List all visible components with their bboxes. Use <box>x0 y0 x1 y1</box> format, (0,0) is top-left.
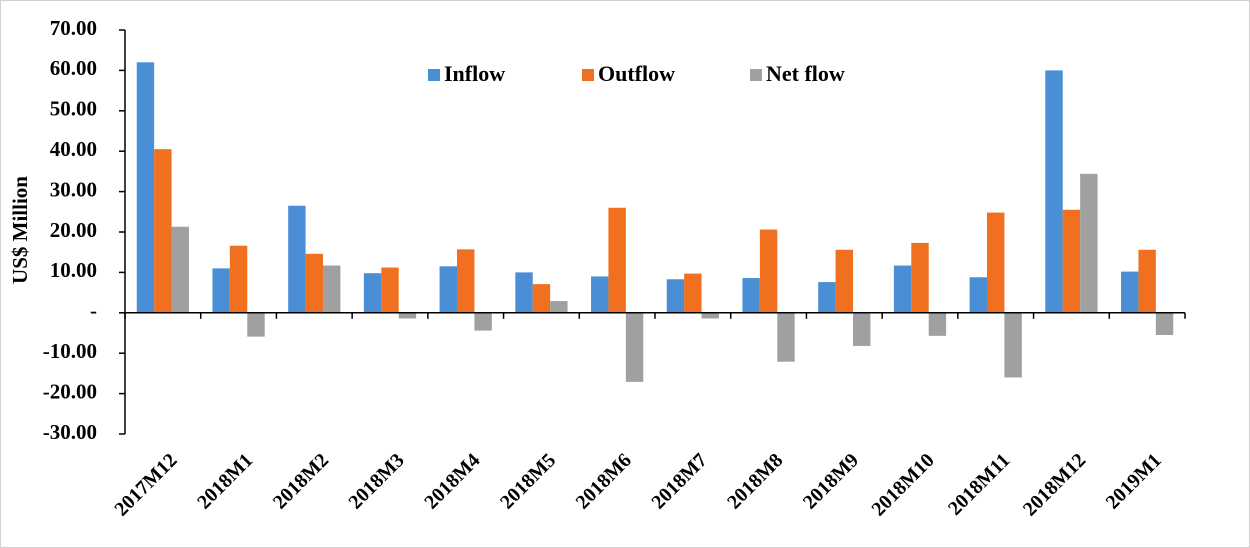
bar <box>759 229 778 313</box>
bar <box>591 276 609 313</box>
bar <box>229 245 248 313</box>
y-tick-label: 50.00 <box>50 97 97 121</box>
y-axis-label: US$ Million <box>8 176 32 284</box>
legend-label: Net flow <box>766 61 845 86</box>
bar <box>1004 312 1022 378</box>
y-tick-label: - <box>90 299 97 323</box>
bar <box>1045 70 1063 313</box>
bar <box>1121 271 1139 313</box>
y-tick-label: 60.00 <box>50 56 97 80</box>
bar <box>288 205 306 313</box>
y-tick-label: -30.00 <box>43 420 97 444</box>
bar <box>322 265 341 313</box>
bar <box>439 266 458 313</box>
bar <box>550 301 568 313</box>
bar <box>247 312 265 337</box>
bar <box>701 312 719 319</box>
bar <box>381 267 399 313</box>
bar <box>818 282 836 313</box>
bar <box>777 312 795 362</box>
bar <box>835 249 853 313</box>
bar <box>625 312 644 382</box>
legend-label: Inflow <box>444 61 505 86</box>
bar <box>852 312 871 346</box>
bar <box>742 278 760 313</box>
legend-swatch <box>428 69 440 81</box>
y-tick-label: 10.00 <box>50 258 97 282</box>
y-tick-label: 40.00 <box>50 137 97 161</box>
bar <box>474 312 492 331</box>
bar <box>154 149 172 313</box>
bar <box>911 242 929 313</box>
bar <box>666 279 685 313</box>
bar <box>136 62 155 313</box>
y-tick-label: 70.00 <box>50 16 97 40</box>
bar <box>684 273 702 313</box>
bar <box>1062 209 1081 313</box>
bar <box>1080 173 1098 313</box>
y-tick-label: -10.00 <box>43 339 97 363</box>
bar <box>532 284 551 313</box>
bar <box>608 207 626 313</box>
y-tick-label: 20.00 <box>50 218 97 242</box>
bar <box>171 226 189 313</box>
legend-swatch <box>750 69 762 81</box>
bar <box>212 268 230 313</box>
bar <box>969 277 988 313</box>
bar <box>928 312 947 336</box>
bar <box>1138 249 1156 313</box>
legend-swatch <box>582 69 594 81</box>
bar <box>987 212 1005 313</box>
bar <box>515 272 533 313</box>
bar <box>893 265 912 313</box>
legend-label: Outflow <box>598 61 675 86</box>
bar <box>457 249 475 313</box>
bar <box>398 312 417 319</box>
bar <box>363 273 382 313</box>
y-tick-label: -20.00 <box>43 379 97 403</box>
bar <box>305 253 323 313</box>
y-tick-label: 30.00 <box>50 177 97 201</box>
bar <box>1155 312 1174 336</box>
